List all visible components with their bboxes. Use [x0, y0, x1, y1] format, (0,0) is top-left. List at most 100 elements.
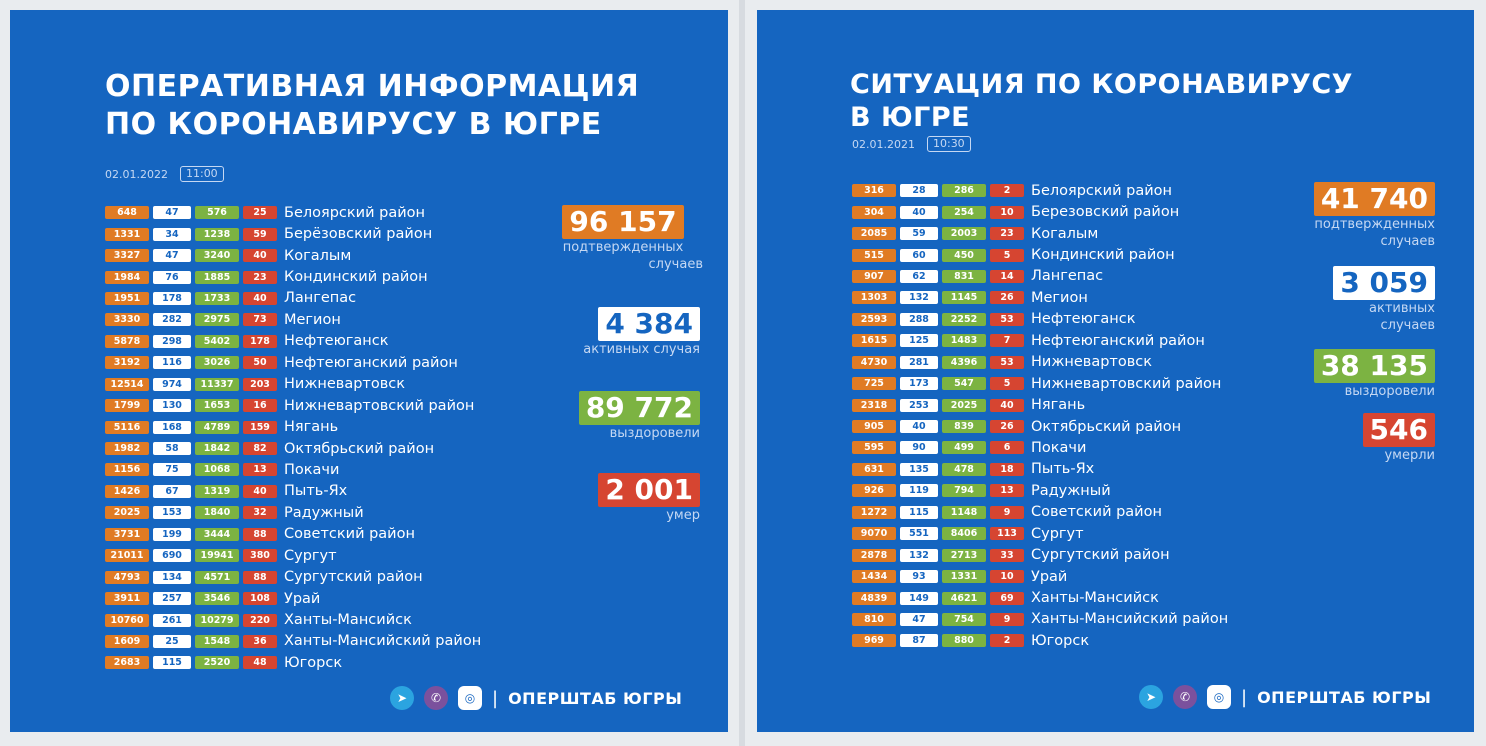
district-row: 969 87 880 2 Югорск: [852, 630, 1228, 651]
confirmed-cell: 907: [852, 269, 896, 283]
deaths-cell: 159: [243, 420, 277, 434]
district-name: Сургутский район: [284, 569, 423, 586]
district-row: 905 40 839 26 Октябрьский район: [852, 416, 1228, 437]
district-name: Ханты-Мансийск: [1031, 590, 1159, 607]
deaths-cell: 220: [243, 613, 277, 627]
deaths-cell: 23: [243, 270, 277, 284]
deaths-cell: 32: [243, 506, 277, 520]
active-cell: 60: [900, 248, 938, 262]
left-stat-recovered: 89 772 выздоровели: [540, 391, 700, 442]
recovered-cell: 1653: [195, 399, 239, 413]
active-cell: 125: [900, 334, 938, 348]
deaths-cell: 69: [990, 591, 1024, 605]
recovered-cell: 10279: [195, 613, 239, 627]
telegram-icon[interactable]: ➤: [1139, 685, 1163, 709]
active-cell: 261: [153, 613, 191, 627]
confirmed-cell: 2085: [852, 227, 896, 241]
confirmed-cell: 2025: [105, 506, 149, 520]
viber-icon[interactable]: ✆: [1173, 685, 1197, 709]
district-row: 1609 25 1548 36 Ханты-Мансийский район: [105, 631, 481, 652]
deaths-cell: 10: [990, 205, 1024, 219]
left-time: 11:00: [179, 166, 224, 182]
deaths-cell: 88: [243, 570, 277, 584]
footer-brand: ОПЕРШТАБ ЮГРЫ: [1257, 687, 1432, 707]
active-cell: 75: [153, 463, 191, 477]
district-name: Нижневартовский район: [1031, 375, 1222, 392]
district-name: Нижневартовский район: [284, 397, 475, 414]
active-cell: 28: [900, 184, 938, 198]
district-name: Покачи: [284, 461, 340, 478]
telegram-icon[interactable]: ➤: [390, 686, 414, 710]
confirmed-cell: 2318: [852, 398, 896, 412]
district-row: 1303 132 1145 26 Мегион: [852, 287, 1228, 308]
district-row: 926 119 794 13 Радужный: [852, 480, 1228, 501]
active-cell: 974: [153, 377, 191, 391]
right-stat-deaths: 546 умерли: [1285, 413, 1435, 464]
right-date-time: 02.01.2021 10:30: [852, 136, 971, 152]
deaths-cell: 113: [990, 527, 1024, 541]
active-cell: 62: [900, 269, 938, 283]
district-name: Пыть-Ях: [284, 483, 348, 500]
vk-icon[interactable]: ◎: [1207, 685, 1231, 709]
district-name: Берёзовский район: [284, 226, 433, 243]
recovered-cell: 1885: [195, 270, 239, 284]
confirmed-cell: 5116: [105, 420, 149, 434]
district-row: 3330 282 2975 73 Мегион: [105, 309, 481, 330]
recovered-cell: 4789: [195, 420, 239, 434]
district-row: 5878 298 5402 178 Нефтеюганск: [105, 331, 481, 352]
active-cell: 115: [900, 505, 938, 519]
active-cell: 253: [900, 398, 938, 412]
vk-icon[interactable]: ◎: [458, 686, 482, 710]
recovered-cell: 5402: [195, 334, 239, 348]
confirmed-cell: 1434: [852, 570, 896, 584]
deaths-cell: 380: [243, 549, 277, 563]
confirmed-cell: 304: [852, 205, 896, 219]
deaths-cell: 59: [243, 227, 277, 241]
recovered-cell: 1548: [195, 634, 239, 648]
deaths-cell: 16: [243, 399, 277, 413]
district-name: Радужный: [284, 504, 364, 521]
left-date: 02.01.2022: [105, 167, 168, 181]
deaths-cell: 48: [243, 656, 277, 670]
confirmed-cell: 4730: [852, 355, 896, 369]
recovered-cell: 8406: [942, 527, 986, 541]
recovered-cell: 794: [942, 484, 986, 498]
district-row: 1426 67 1319 40 Пыть-Ях: [105, 481, 481, 502]
district-name: Когалым: [1031, 225, 1099, 242]
confirmed-cell: 5878: [105, 334, 149, 348]
district-name: Лангепас: [284, 290, 357, 307]
district-name: Октябрьский район: [1031, 418, 1182, 435]
district-name: Советский район: [284, 526, 415, 543]
deaths-cell: 26: [990, 420, 1024, 434]
active-cell: 58: [153, 442, 191, 456]
recovered-cell: 4571: [195, 570, 239, 584]
deaths-cell: 5: [990, 377, 1024, 391]
recovered-cell: 3240: [195, 249, 239, 263]
district-row: 2683 115 2520 48 Югорск: [105, 652, 481, 673]
confirmed-cell: 725: [852, 377, 896, 391]
recovered-cell: 1145: [942, 291, 986, 305]
recovered-cell: 576: [195, 206, 239, 220]
district-row: 10760 261 10279 220 Ханты-Мансийск: [105, 609, 481, 630]
left-stat-confirmed: 96 157 подтвержденных случаев: [562, 205, 703, 272]
confirmed-cell: 4839: [852, 591, 896, 605]
right-stat-confirmed: 41 740 подтвержденных случаев: [1313, 182, 1435, 249]
active-cell: 90: [900, 441, 938, 455]
active-cell: 168: [153, 420, 191, 434]
active-cell: 135: [900, 462, 938, 476]
deaths-cell: 40: [243, 291, 277, 305]
district-name: Покачи: [1031, 439, 1087, 456]
right-infographic: СИТУАЦИЯ ПО КОРОНАВИРУСУ В ЮГРЕ 02.01.20…: [757, 10, 1474, 732]
recovered-cell: 254: [942, 205, 986, 219]
district-row: 2318 253 2025 40 Нягань: [852, 394, 1228, 415]
left-date-time: 02.01.2022 11:00: [105, 166, 224, 182]
viber-icon[interactable]: ✆: [424, 686, 448, 710]
deaths-cell: 13: [243, 463, 277, 477]
district-row: 4730 281 4396 53 Нижневартовск: [852, 352, 1228, 373]
recovered-cell: 3026: [195, 356, 239, 370]
deaths-cell: 25: [243, 206, 277, 220]
active-cell: 132: [900, 548, 938, 562]
deaths-cell: 10: [990, 570, 1024, 584]
active-cell: 115: [153, 656, 191, 670]
recovered-cell: 1842: [195, 442, 239, 456]
